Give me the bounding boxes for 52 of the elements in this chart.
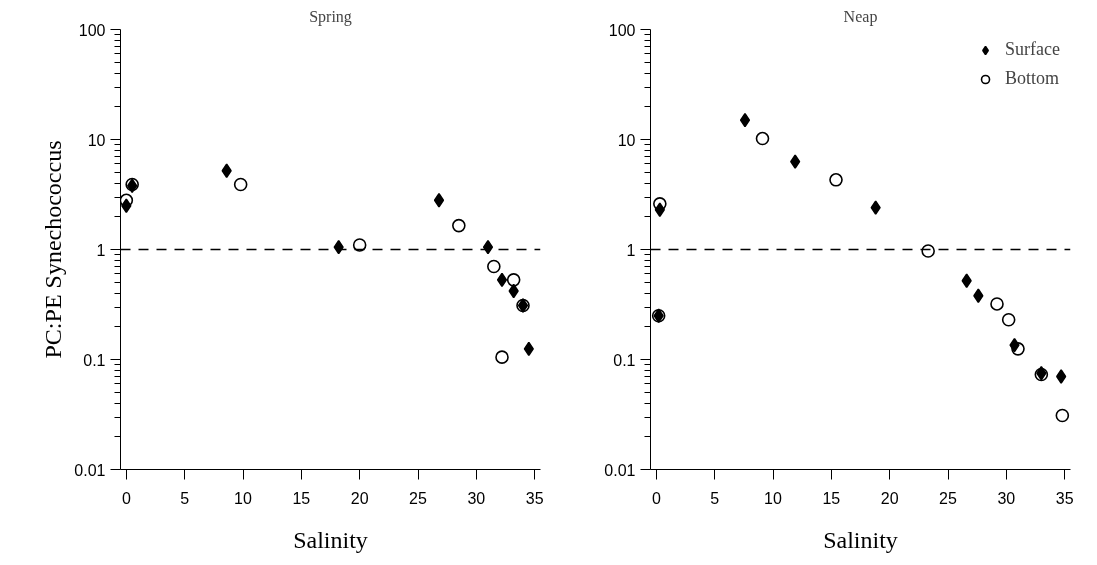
x-tick-label: 0 <box>651 489 661 507</box>
point <box>482 239 494 255</box>
x-tick-label: 20 <box>350 489 369 507</box>
y-tick-label: 100 <box>78 21 106 39</box>
chart-title: Neap <box>843 7 878 26</box>
x-tick-label: 10 <box>234 489 252 507</box>
point <box>495 350 509 364</box>
point <box>487 259 501 274</box>
x-tick-label: 15 <box>292 489 311 507</box>
point <box>352 238 367 252</box>
point <box>921 244 935 258</box>
x-tick-label: 20 <box>880 489 899 507</box>
point <box>1001 312 1016 327</box>
x-tick-label: 35 <box>525 489 544 507</box>
x-tick-label: 0 <box>121 489 131 507</box>
y-tick-label: 0.1 <box>83 351 106 369</box>
point <box>506 273 521 287</box>
y-tick-label: 10 <box>617 131 636 149</box>
legend-label: Surface <box>1005 39 1060 60</box>
y-tick-label: 1 <box>626 241 636 259</box>
point <box>755 131 770 146</box>
point <box>233 177 248 192</box>
point <box>739 112 751 128</box>
y-tick-label: 0.01 <box>604 461 636 479</box>
y-tick-label: 1 <box>96 241 106 259</box>
point <box>496 272 508 288</box>
point <box>829 173 843 187</box>
point <box>790 154 801 169</box>
y-tick-label: 10 <box>87 131 106 149</box>
x-tick-label: 15 <box>822 489 841 507</box>
x-tick-label: 30 <box>467 489 486 507</box>
chart-title: Spring <box>309 7 352 26</box>
point <box>870 200 881 215</box>
point <box>1055 408 1070 423</box>
y-tick-label: 0.1 <box>613 351 636 369</box>
x-tick-label: 10 <box>764 489 782 507</box>
point <box>433 193 445 208</box>
y-axis-title: PC:PE Synechococcus <box>40 140 67 359</box>
x-tick-label: 30 <box>997 489 1016 507</box>
y-tick-label: 100 <box>608 21 636 39</box>
point <box>452 218 466 233</box>
x-tick-label: 5 <box>180 489 190 507</box>
x-tick-label: 35 <box>1055 489 1074 507</box>
y-tick-label: 0.01 <box>74 461 106 479</box>
legend-label: Bottom <box>1005 68 1060 89</box>
x-tick-label: 25 <box>409 489 427 507</box>
x-axis-title: Salinity <box>823 526 898 553</box>
point <box>1056 369 1067 384</box>
point <box>990 297 1004 311</box>
x-tick-label: 5 <box>710 489 720 507</box>
x-axis-title: Salinity <box>293 526 368 553</box>
x-tick-label: 25 <box>939 489 957 507</box>
